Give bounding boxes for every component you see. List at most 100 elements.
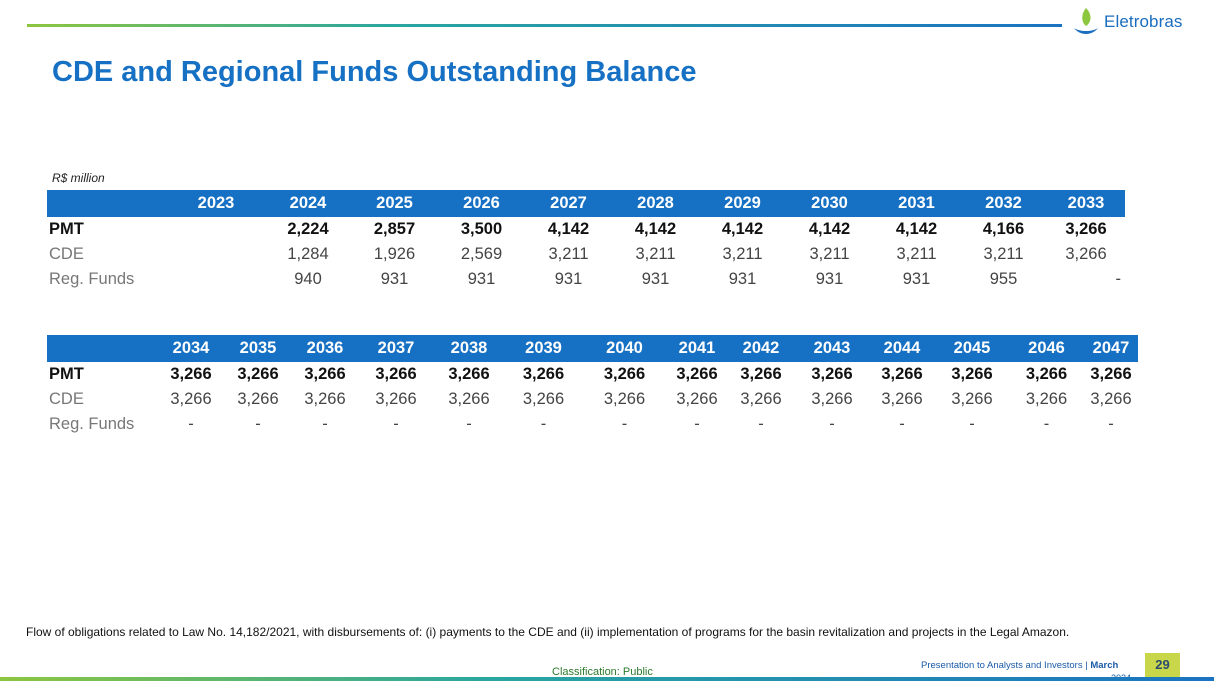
page-number-badge: 29 (1145, 653, 1180, 677)
top-gradient-line (27, 24, 1062, 27)
value-cell: 3,266 (881, 390, 923, 408)
table-row: Reg. Funds 940 931 931 931 931 931 931 931 955 - (47, 267, 1125, 292)
header-blank-cell (47, 335, 157, 362)
value-cell: - (694, 415, 700, 433)
value-cell: - (1108, 415, 1114, 433)
table-row: CDE 3,266 3,266 3,266 3,266 3,266 3,266 3,266 3,… (47, 387, 1138, 412)
footnote: Flow of obligations related to Law No. 1… (26, 625, 1070, 639)
value-cell: 3,266 (237, 365, 279, 383)
value-cell: 3,266 (1025, 390, 1068, 408)
brand-logo: Eletrobras (1072, 4, 1182, 40)
year-header: 2036 (291, 335, 359, 362)
footer-text: Presentation to Analysts and Investors (921, 660, 1083, 671)
value-cell: - (188, 415, 194, 433)
value-cell: 3,266 (170, 365, 212, 383)
year-header: 2045 (935, 335, 1009, 362)
row-label: Reg. Funds (49, 415, 135, 433)
year-header: 2037 (359, 335, 433, 362)
value-cell: - (1115, 270, 1122, 288)
value-cell (167, 242, 265, 267)
table-header-row: 2023 2024 2025 2026 2027 2028 2029 2030 2031 2032… (47, 190, 1125, 217)
year-header: 2025 (351, 190, 438, 217)
value-cell: 931 (815, 270, 844, 288)
table-row: CDE 1,284 1,926 2,569 3,211 3,211 3,211 3,211 3,… (47, 242, 1125, 267)
row-label: CDE (49, 390, 84, 408)
value-cell: 3,266 (304, 390, 346, 408)
value-cell: 3,266 (1065, 220, 1107, 238)
year-header: 2033 (1047, 190, 1125, 217)
value-cell: 3,211 (983, 245, 1024, 263)
presentation-footer: Presentation to Analysts and Investors |… (921, 660, 1118, 671)
table-row: Reg. Funds - - - - - - - - - - - - - - (47, 412, 1138, 437)
value-cell: 3,211 (548, 245, 589, 263)
year-header: 2035 (225, 335, 291, 362)
value-cell: - (466, 415, 472, 433)
value-cell: 3,266 (740, 390, 782, 408)
year-header: 2047 (1084, 335, 1138, 362)
value-cell: - (969, 415, 975, 433)
value-cell: 3,266 (1090, 390, 1132, 408)
value-cell: 4,142 (634, 220, 677, 238)
year-header: 2044 (869, 335, 935, 362)
value-cell (167, 217, 265, 242)
value-cell: 3,266 (951, 390, 993, 408)
classification-label: Classification: Public (552, 666, 653, 678)
year-header: 2043 (795, 335, 869, 362)
value-cell: 931 (380, 270, 409, 288)
table-row: PMT 2,224 2,857 3,500 4,142 4,142 4,142 4,142 4,… (47, 217, 1125, 242)
value-cell: - (322, 415, 328, 433)
row-label: PMT (49, 220, 84, 238)
bottom-gradient-line (0, 677, 1214, 681)
year-header: 2039 (505, 335, 582, 362)
value-cell: 940 (294, 270, 322, 288)
year-header: 2024 (265, 190, 351, 217)
value-cell: 931 (467, 270, 496, 288)
unit-label: R$ million (52, 171, 105, 185)
value-cell: 3,266 (603, 365, 646, 383)
value-cell: 3,266 (522, 365, 565, 383)
value-cell: 3,266 (951, 365, 993, 383)
value-cell: 3,500 (460, 220, 503, 238)
value-cell: 3,266 (304, 365, 346, 383)
page-title: CDE and Regional Funds Outstanding Balan… (52, 56, 697, 88)
value-cell: 3,211 (809, 245, 850, 263)
value-cell: - (393, 415, 399, 433)
value-cell: 931 (554, 270, 583, 288)
value-cell: 3,266 (448, 390, 490, 408)
brand-name: Eletrobras (1104, 12, 1183, 31)
value-cell: - (758, 415, 764, 433)
value-cell: - (255, 415, 261, 433)
row-label: Reg. Funds (49, 270, 135, 288)
value-cell: - (1043, 415, 1050, 433)
value-cell: 3,266 (375, 365, 417, 383)
value-cell: 3,266 (170, 390, 212, 408)
year-header: 2023 (167, 190, 265, 217)
value-cell: - (540, 415, 547, 433)
value-cell: 3,266 (811, 390, 853, 408)
table-row: PMT 3,266 3,266 3,266 3,266 3,266 3,266 3,266 3,… (47, 362, 1138, 387)
year-header: 2032 (960, 190, 1047, 217)
value-cell: 4,142 (808, 220, 851, 238)
value-cell: 1,284 (287, 245, 329, 263)
value-cell: 3,266 (1090, 365, 1132, 383)
value-cell: 2,569 (460, 245, 503, 263)
value-cell: 931 (641, 270, 670, 288)
year-header: 2034 (157, 335, 225, 362)
year-header: 2030 (786, 190, 873, 217)
value-cell: 931 (902, 270, 931, 288)
value-cell: 3,266 (1065, 245, 1107, 263)
year-header: 2040 (582, 335, 667, 362)
value-cell: - (829, 415, 835, 433)
value-cell: 3,266 (676, 365, 718, 383)
year-header: 2041 (667, 335, 727, 362)
footer-separator: | (1085, 660, 1088, 671)
eletrobras-leaf-icon (1074, 8, 1098, 34)
value-cell: 3,266 (375, 390, 417, 408)
year-header: 2027 (525, 190, 612, 217)
footer-month: March (1090, 660, 1119, 671)
year-header: 2038 (433, 335, 505, 362)
row-label: CDE (49, 245, 84, 263)
row-label: PMT (49, 365, 84, 383)
value-cell: 2,224 (287, 220, 329, 238)
table-header-row: 2034 2035 2036 2037 2038 2039 2040 2041 2042 2043… (47, 335, 1138, 362)
